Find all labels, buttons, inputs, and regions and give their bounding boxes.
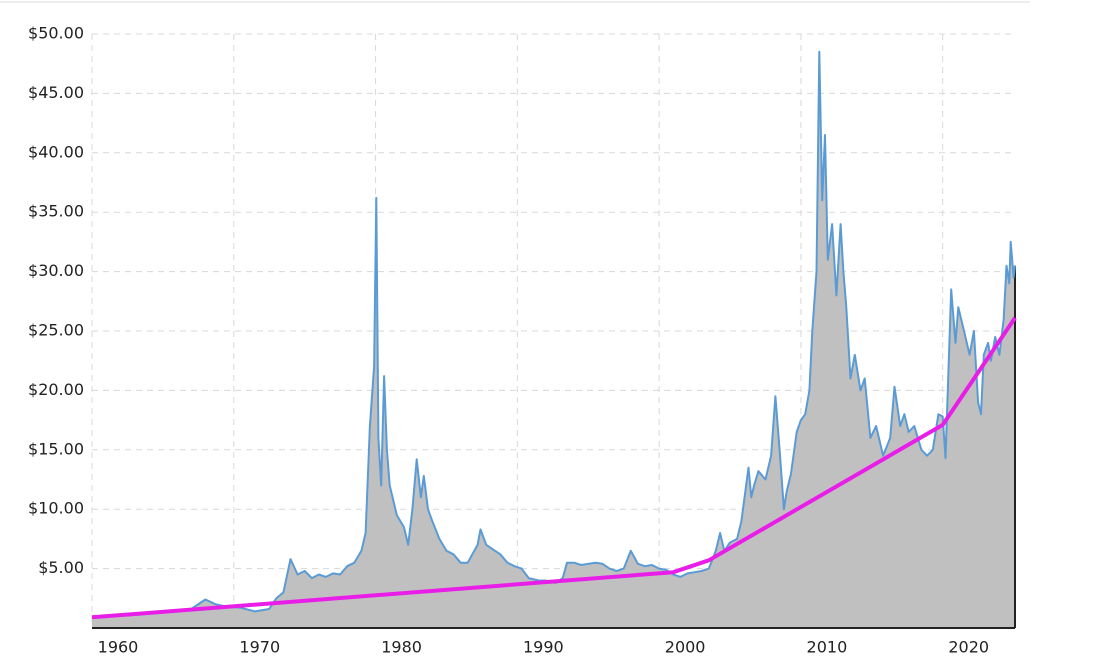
- y-tick-label: $45.00: [28, 83, 84, 102]
- line: [91, 316, 1017, 620]
- x-tick-label: 1980: [381, 638, 422, 657]
- line: [91, 50, 1016, 619]
- y-tick-label: $30.00: [28, 261, 84, 280]
- y-tick-label: $20.00: [28, 380, 84, 399]
- y-tick-label: $25.00: [28, 321, 84, 340]
- x-tick-label: 1970: [239, 638, 280, 657]
- y-tick-label: $40.00: [28, 142, 84, 161]
- y-tick-label: $50.00: [28, 24, 84, 43]
- y-tick-label: $35.00: [28, 202, 84, 221]
- y-tick-label: $10.00: [28, 499, 84, 518]
- x-tick-label: 2020: [948, 638, 989, 657]
- area: [92, 51, 1015, 629]
- y-tick-label: $5.00: [38, 558, 84, 577]
- y-tick-label: $15.00: [28, 439, 84, 458]
- x-tick-label: 2010: [807, 638, 848, 657]
- x-tick-label: 1990: [523, 638, 564, 657]
- x-tick-label: 1960: [98, 638, 139, 657]
- x-tick-label: 2000: [665, 638, 706, 657]
